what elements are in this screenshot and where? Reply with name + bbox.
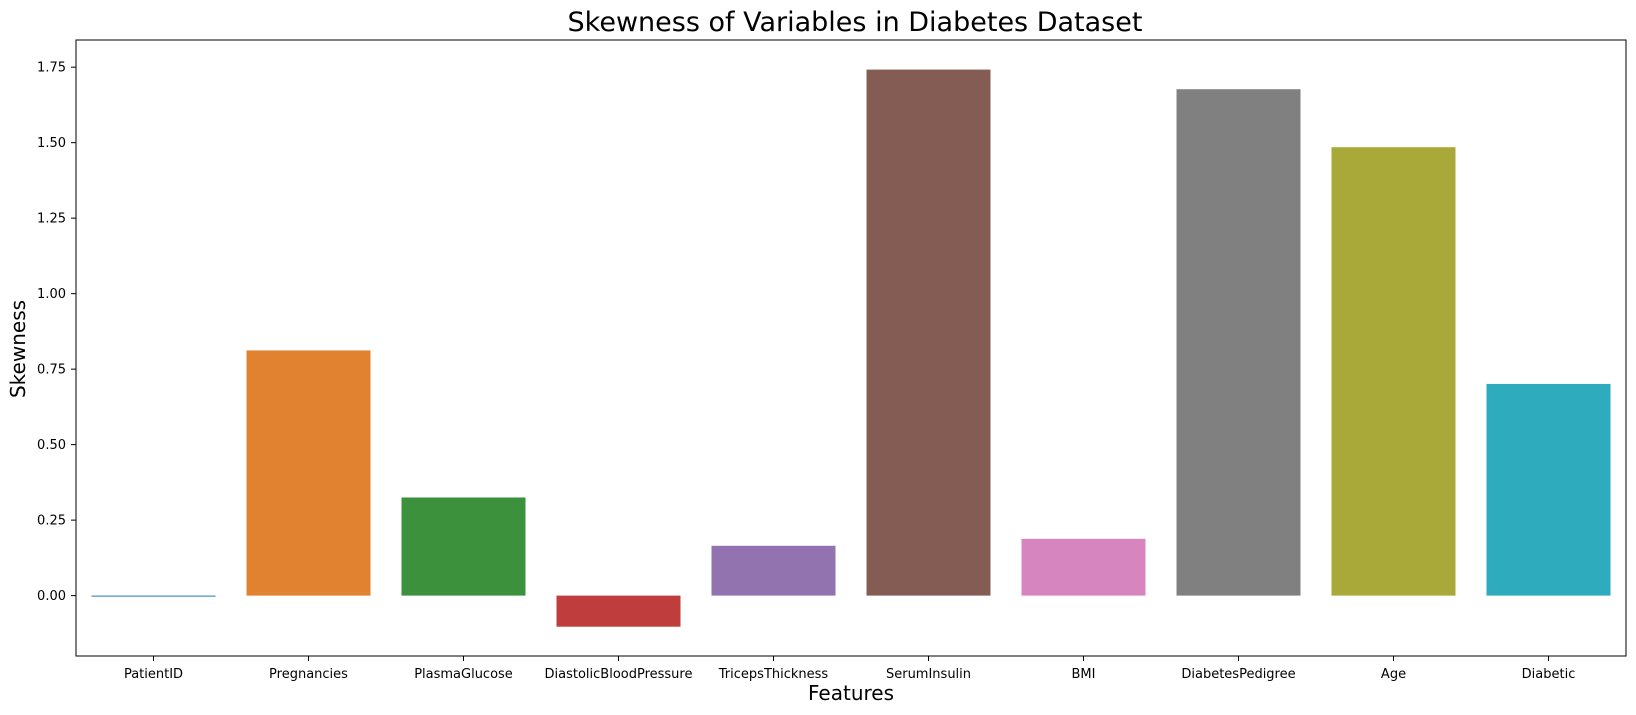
x-axis: PatientID Pregnancies PlasmaGlucose Diastol… [124, 656, 1575, 682]
bars-group [91, 69, 1611, 627]
y-tick-label: 0.75 [37, 363, 66, 378]
chart-title: Skewness of Variables in Diabetes Datase… [568, 7, 1143, 38]
y-tick-label: 0.00 [37, 589, 66, 604]
x-tick-label: SerumInsulin [886, 667, 971, 682]
x-tick-label: TricepsThickness [718, 667, 829, 682]
y-tick-label: 1.00 [37, 287, 66, 302]
x-tick-label: PlasmaGlucose [414, 667, 513, 682]
bar-seruminsulin [866, 69, 991, 596]
x-tick-label: DiabetesPedigree [1181, 667, 1295, 682]
bar-diabetespedigree [1176, 89, 1301, 596]
y-tick-label: 1.25 [37, 212, 66, 227]
bar-diabetic [1486, 383, 1611, 596]
y-tick-label: 0.50 [37, 438, 66, 453]
x-tick-label: PatientID [124, 667, 183, 682]
bar-tricepsthickness [711, 545, 836, 596]
x-axis-label: Features [808, 681, 894, 705]
y-tick-label: 1.50 [37, 136, 66, 151]
x-tick-label: Age [1381, 667, 1406, 682]
bar-patientid [91, 595, 216, 597]
y-axis: 0.00 0.25 0.50 0.75 1.00 1.25 1.50 1.75 [37, 61, 76, 604]
bar-pregnancies [246, 350, 371, 596]
bar-bmi [1021, 538, 1146, 596]
x-tick-label: BMI [1072, 667, 1096, 682]
y-axis-label: Skewness [6, 300, 30, 398]
x-tick-label: DiastolicBloodPressure [545, 667, 693, 682]
bar-diastolicbloodpressure [556, 595, 681, 627]
plot-frame [75, 39, 1627, 657]
y-tick-label: 1.75 [37, 61, 66, 76]
bar-plasmaglucose [401, 497, 526, 596]
y-tick-label: 0.25 [37, 514, 66, 529]
x-tick-label: Diabetic [1522, 667, 1576, 682]
bar-age [1331, 147, 1456, 596]
x-tick-label: Pregnancies [269, 667, 348, 682]
